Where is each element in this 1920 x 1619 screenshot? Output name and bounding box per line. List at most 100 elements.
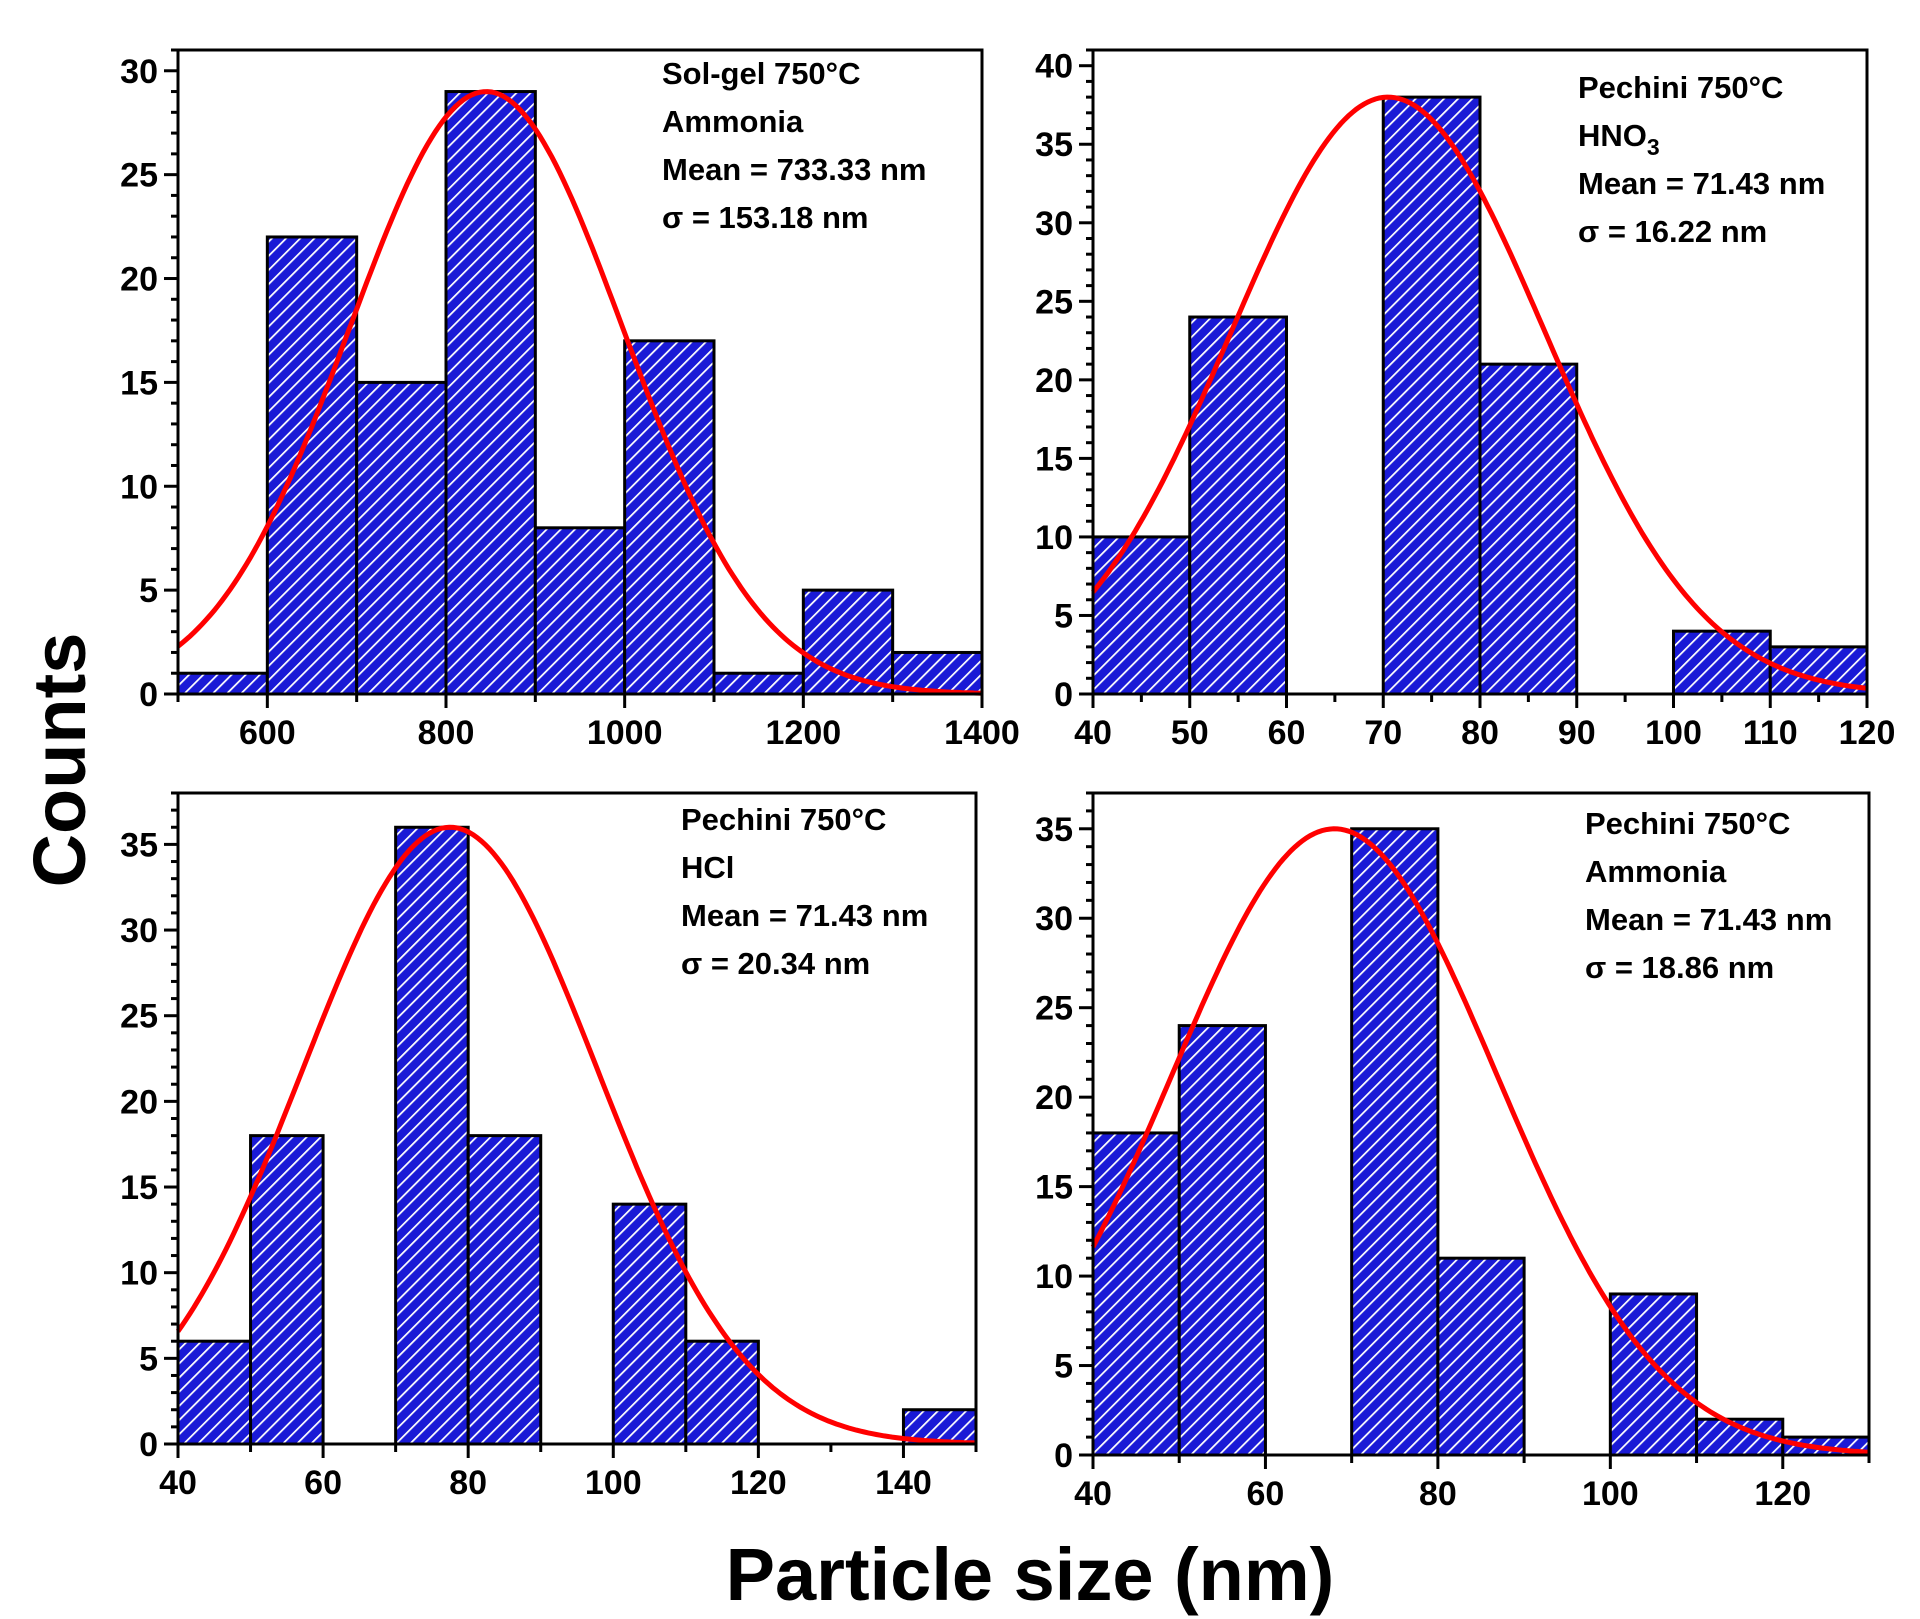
y-tick-label: 15 bbox=[120, 1169, 158, 1207]
x-tick-label: 1200 bbox=[766, 714, 842, 752]
x-tick-label: 100 bbox=[1582, 1475, 1639, 1513]
annotation-line: Sol-gel 750°C bbox=[662, 56, 860, 91]
annotation-line: Mean = 733.33 nm bbox=[662, 152, 927, 187]
y-tick-label: 0 bbox=[139, 676, 158, 714]
y-tick-label: 0 bbox=[139, 1426, 158, 1464]
x-tick-label: 50 bbox=[1171, 714, 1209, 752]
y-tick-label: 25 bbox=[1035, 990, 1073, 1028]
histogram-bar bbox=[1188, 315, 1288, 696]
x-tick-label: 80 bbox=[1461, 714, 1499, 752]
histogram-bar bbox=[249, 1134, 325, 1446]
annotation-line: Mean = 71.43 nm bbox=[1578, 166, 1825, 201]
histogram-bar bbox=[1436, 1256, 1526, 1457]
histogram-bar bbox=[1478, 362, 1579, 696]
y-tick-label: 15 bbox=[1035, 440, 1073, 478]
annotation-line: Pechini 750°C bbox=[1585, 806, 1790, 841]
x-tick-label: 600 bbox=[239, 714, 296, 752]
y-tick-label: 15 bbox=[1035, 1169, 1073, 1207]
annotation-line: σ = 153.18 nm bbox=[662, 200, 868, 235]
histogram-bar bbox=[712, 671, 805, 696]
y-tick-label: 25 bbox=[120, 157, 158, 195]
x-tick-label: 60 bbox=[1247, 1475, 1285, 1513]
y-tick-label: 20 bbox=[1035, 1079, 1073, 1117]
x-tick-label: 110 bbox=[1743, 714, 1798, 752]
histogram-bar bbox=[611, 1202, 688, 1446]
histogram-bar bbox=[1608, 1292, 1699, 1457]
x-tick-label: 70 bbox=[1364, 714, 1402, 752]
annotation-line: σ = 20.34 nm bbox=[681, 946, 870, 981]
histogram-bar bbox=[1177, 1024, 1267, 1457]
y-tick-label: 5 bbox=[1054, 597, 1073, 635]
annotation-line: Pechini 750°C bbox=[681, 802, 886, 837]
x-tick-label: 60 bbox=[304, 1464, 342, 1502]
annotation-line: HNO3 bbox=[1578, 118, 1660, 160]
x-tick-label: 1400 bbox=[944, 714, 1020, 752]
histogram-bar bbox=[444, 90, 537, 696]
histogram-bar bbox=[176, 1339, 253, 1446]
y-tick-label: 30 bbox=[1035, 205, 1073, 243]
annotation-line: σ = 16.22 nm bbox=[1578, 214, 1767, 249]
y-tick-label: 35 bbox=[1035, 126, 1073, 164]
y-tick-label: 40 bbox=[1035, 48, 1073, 86]
annotation-line: Mean = 71.43 nm bbox=[1585, 902, 1832, 937]
y-axis-title: Counts bbox=[18, 633, 101, 888]
x-tick-label: 800 bbox=[418, 714, 475, 752]
y-tick-label: 0 bbox=[1054, 1437, 1073, 1475]
y-tick-label: 20 bbox=[1035, 362, 1073, 400]
y-tick-label: 5 bbox=[139, 572, 158, 610]
y-tick-label: 35 bbox=[1035, 811, 1073, 849]
y-tick-label: 15 bbox=[120, 364, 158, 402]
y-tick-label: 35 bbox=[120, 826, 158, 864]
histogram-bar bbox=[176, 671, 269, 696]
histogram-bar bbox=[1381, 95, 1482, 696]
x-tick-label: 100 bbox=[585, 1464, 642, 1502]
y-tick-label: 30 bbox=[120, 912, 158, 950]
x-tick-label: 120 bbox=[1839, 714, 1896, 752]
histogram-bar bbox=[394, 825, 470, 1446]
x-tick-label: 60 bbox=[1268, 714, 1306, 752]
panel-pechini-hno3: 40 50 60 70 80 90 100 110 120 0 5 10 15 20 25 30 35 40 Pec… bbox=[1035, 48, 1895, 752]
y-tick-label: 20 bbox=[120, 1083, 158, 1121]
histogram-bar bbox=[466, 1134, 543, 1446]
histogram-bar bbox=[265, 235, 359, 696]
y-tick-label: 20 bbox=[120, 261, 158, 299]
annotation-line: σ = 18.86 nm bbox=[1585, 950, 1774, 985]
annotation-line: Pechini 750°C bbox=[1578, 70, 1783, 105]
histogram-bar bbox=[533, 526, 627, 696]
gaussian-fit-curve bbox=[1091, 94, 1868, 691]
x-axis-title: Particle size (nm) bbox=[726, 1533, 1335, 1616]
annotation-line: Ammonia bbox=[1585, 854, 1727, 889]
histogram-bar bbox=[1672, 629, 1772, 696]
y-tick-label: 25 bbox=[1035, 283, 1073, 321]
gaussian-fit-curve bbox=[176, 89, 983, 696]
y-tick-label: 10 bbox=[1035, 1258, 1073, 1296]
x-tick-label: 40 bbox=[1074, 714, 1112, 752]
y-tick-label: 10 bbox=[1035, 519, 1073, 557]
y-tick-label: 5 bbox=[1054, 1348, 1073, 1386]
y-tick-label: 30 bbox=[1035, 900, 1073, 938]
histogram-bar bbox=[355, 380, 448, 696]
y-tick-label: 25 bbox=[120, 998, 158, 1036]
x-tick-label: 40 bbox=[1074, 1475, 1112, 1513]
plot-frame bbox=[176, 48, 984, 696]
x-tick-label: 140 bbox=[875, 1464, 932, 1502]
annotation-line: Ammonia bbox=[662, 104, 804, 139]
histogram-bar bbox=[1091, 535, 1192, 696]
panel-pechini-ammonia: 40 60 80 100 120 0 5 10 15 20 25 30 35 Pechini 750°C A… bbox=[1035, 791, 1871, 1513]
panel-sol-gel-ammonia: 600 800 1000 1200 1400 0 5 10 15 20 25 30 Sol-gel 75… bbox=[120, 48, 1020, 752]
annotation-line: Mean = 71.43 nm bbox=[681, 898, 928, 933]
x-tick-label: 90 bbox=[1558, 714, 1596, 752]
panel-pechini-hcl: 40 60 80 100 120 140 0 5 10 15 20 25 30 35 Pechini 750… bbox=[120, 791, 978, 1502]
y-tick-label: 30 bbox=[120, 53, 158, 91]
x-tick-label: 80 bbox=[1419, 1475, 1457, 1513]
y-tick-label: 0 bbox=[1054, 676, 1073, 714]
histogram-bar bbox=[684, 1339, 760, 1446]
x-tick-label: 1000 bbox=[587, 714, 663, 752]
x-tick-label: 120 bbox=[730, 1464, 787, 1502]
histogram-bar bbox=[1350, 827, 1440, 1457]
x-tick-label: 80 bbox=[449, 1464, 487, 1502]
y-tick-label: 10 bbox=[120, 468, 158, 506]
annotation-line: HCl bbox=[681, 850, 734, 885]
x-tick-label: 40 bbox=[159, 1464, 197, 1502]
